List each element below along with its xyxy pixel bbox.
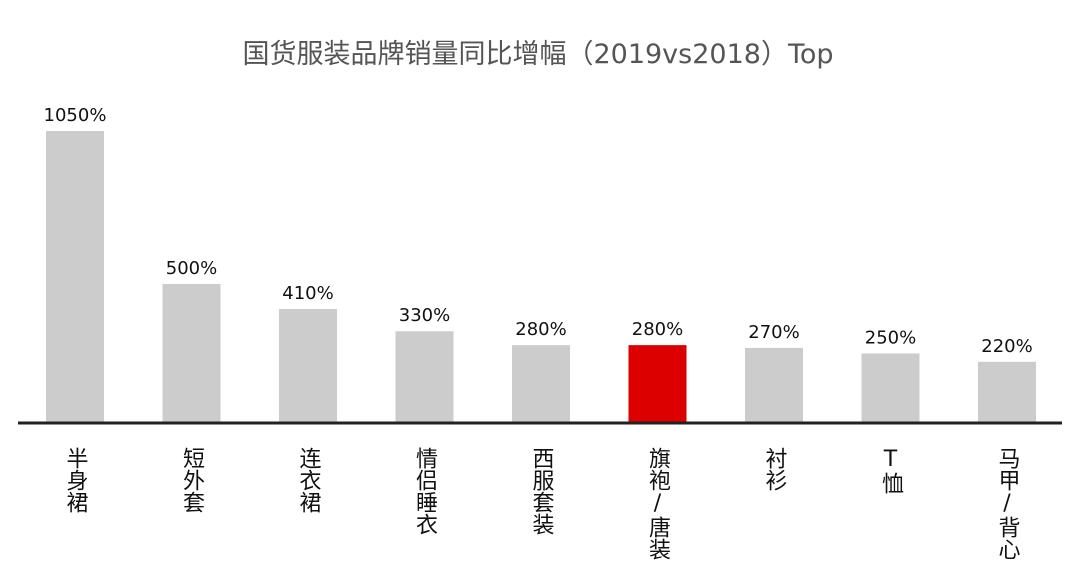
bar xyxy=(395,331,454,423)
category-label: 西服套装 xyxy=(529,447,555,535)
bars-group xyxy=(46,131,1036,423)
chart-title: 国货服装品牌销量同比增幅（2019vs2018）Top xyxy=(242,39,833,70)
value-label: 1050% xyxy=(44,105,107,126)
bar xyxy=(46,131,104,423)
value-label: 220% xyxy=(981,336,1032,357)
category-label: 衬衫 xyxy=(762,447,788,491)
bar xyxy=(978,361,1036,423)
bar xyxy=(628,345,687,423)
value-label: 280% xyxy=(632,319,683,340)
bar xyxy=(745,347,803,423)
category-labels-group: 半身裙 短外套 连衣裙 情侣睡衣 西服套装 旗袍/唐装 衬衫 T恤 马甲/背心 xyxy=(63,447,1021,560)
category-label: T恤 xyxy=(878,447,904,494)
category-label: 情侣睡衣 xyxy=(412,447,438,535)
category-label: 马甲/背心 xyxy=(995,447,1021,560)
bar xyxy=(279,308,337,423)
category-label: 半身裙 xyxy=(63,447,89,513)
value-label: 270% xyxy=(748,322,799,343)
value-label: 410% xyxy=(282,283,333,304)
value-labels-group: 1050% 500% 410% 330% 280% 280% 270% 250% 220% xyxy=(44,105,1033,357)
category-label: 连衣裙 xyxy=(296,447,322,513)
value-label: 280% xyxy=(515,319,566,340)
value-label: 500% xyxy=(166,258,217,279)
bar xyxy=(861,353,920,423)
category-label: 短外套 xyxy=(179,447,205,513)
bar xyxy=(162,283,221,423)
bar xyxy=(512,345,570,423)
value-label: 330% xyxy=(399,305,450,326)
value-label: 250% xyxy=(865,327,916,348)
category-label: 旗袍/唐装 xyxy=(645,447,671,560)
